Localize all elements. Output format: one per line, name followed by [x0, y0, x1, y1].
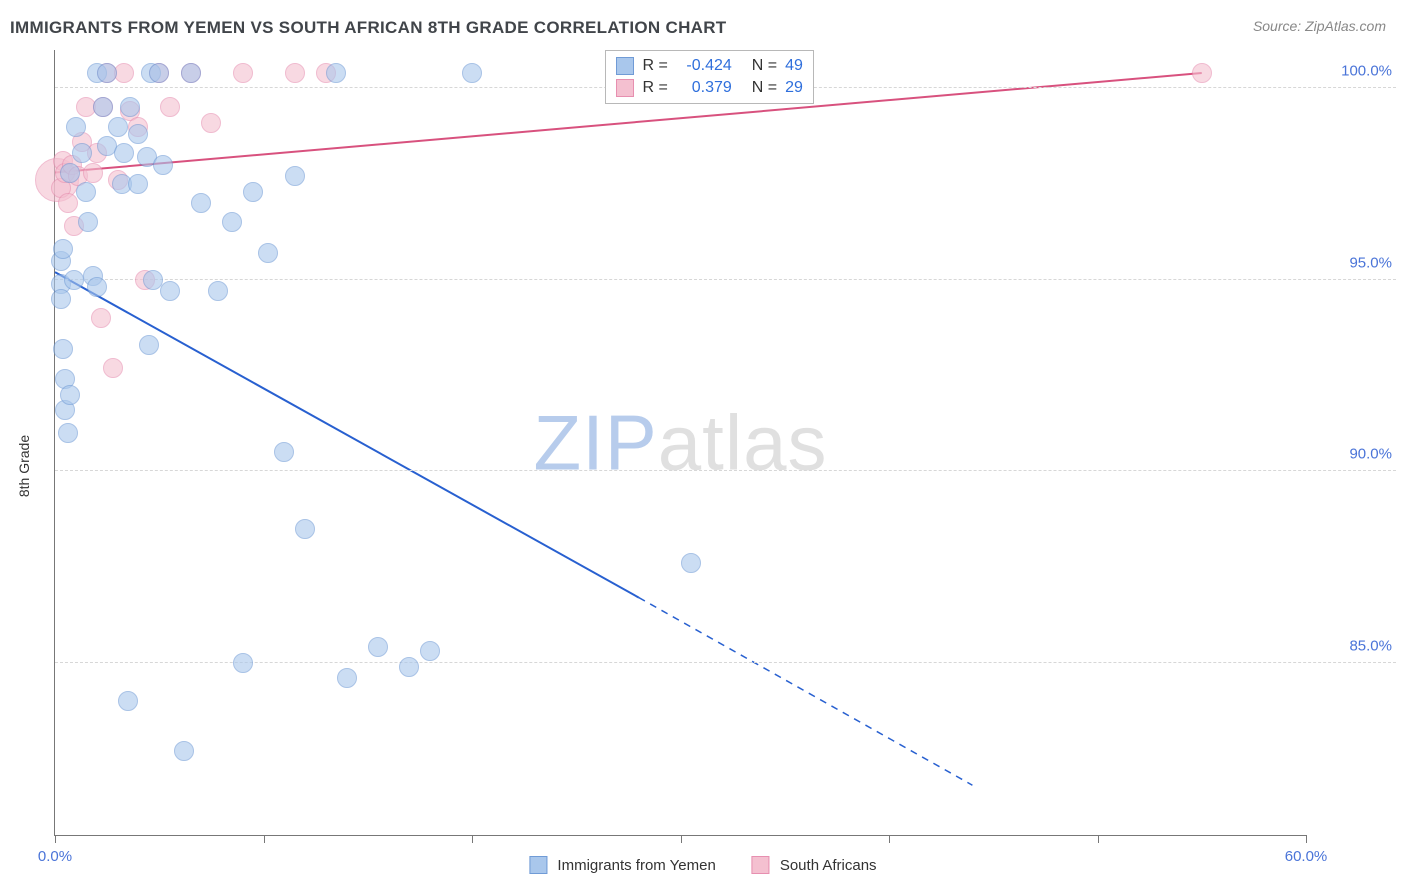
legend-swatch	[529, 856, 547, 874]
data-point	[208, 281, 228, 301]
data-point	[201, 113, 221, 133]
data-point	[91, 308, 111, 328]
chart-title: IMMIGRANTS FROM YEMEN VS SOUTH AFRICAN 8…	[10, 18, 726, 38]
n-label: N =	[752, 57, 777, 75]
y-tick-label: 85.0%	[1349, 637, 1392, 654]
data-point	[222, 212, 242, 232]
data-point	[149, 63, 169, 83]
data-point	[258, 243, 278, 263]
x-tick	[889, 835, 890, 843]
data-point	[66, 117, 86, 137]
data-point	[97, 63, 117, 83]
legend-label: Immigrants from Yemen	[557, 857, 715, 874]
data-point	[1192, 63, 1212, 83]
y-tick-label: 95.0%	[1349, 254, 1392, 271]
data-point	[53, 239, 73, 259]
chart-source: Source: ZipAtlas.com	[1253, 18, 1386, 34]
data-point	[76, 182, 96, 202]
x-tick	[55, 835, 56, 843]
r-label: R =	[642, 57, 667, 75]
y-axis-label: 8th Grade	[16, 435, 32, 497]
data-point	[233, 63, 253, 83]
data-point	[368, 637, 388, 657]
data-point	[285, 63, 305, 83]
x-tick	[472, 835, 473, 843]
data-point	[233, 653, 253, 673]
legend-swatch	[616, 79, 634, 97]
data-point	[108, 117, 128, 137]
data-point	[114, 143, 134, 163]
data-point	[160, 281, 180, 301]
data-point	[93, 97, 113, 117]
data-point	[181, 63, 201, 83]
trend-lines	[55, 50, 1306, 835]
data-point	[83, 163, 103, 183]
n-value: 49	[785, 57, 803, 75]
gridline	[55, 470, 1396, 471]
data-point	[58, 423, 78, 443]
data-point	[285, 166, 305, 186]
data-point	[51, 289, 71, 309]
data-point	[60, 163, 80, 183]
data-point	[139, 335, 159, 355]
chart-area: 8th Grade ZIPatlas 85.0%90.0%95.0%100.0%…	[10, 50, 1396, 882]
x-tick	[1098, 835, 1099, 843]
legend-swatch	[616, 57, 634, 75]
y-tick-label: 100.0%	[1341, 63, 1392, 80]
x-tick	[1306, 835, 1307, 843]
data-point	[118, 691, 138, 711]
data-point	[120, 97, 140, 117]
data-point	[103, 358, 123, 378]
y-tick-label: 90.0%	[1349, 446, 1392, 463]
x-tick	[681, 835, 682, 843]
n-label: N =	[752, 79, 777, 97]
data-point	[160, 97, 180, 117]
data-point	[295, 519, 315, 539]
bottom-legend: Immigrants from Yemen South Africans	[529, 856, 876, 874]
data-point	[420, 641, 440, 661]
legend-label: South Africans	[780, 857, 877, 874]
data-point	[53, 339, 73, 359]
data-point	[681, 553, 701, 573]
gridline	[55, 279, 1396, 280]
n-value: 29	[785, 79, 803, 97]
data-point	[191, 193, 211, 213]
data-point	[153, 155, 173, 175]
data-point	[72, 143, 92, 163]
r-value: -0.424	[676, 57, 732, 75]
x-tick-label: 0.0%	[38, 848, 72, 865]
data-point	[128, 174, 148, 194]
data-point	[58, 193, 78, 213]
legend-item: South Africans	[752, 856, 877, 874]
data-point	[128, 124, 148, 144]
data-point	[399, 657, 419, 677]
x-tick-label: 60.0%	[1285, 848, 1328, 865]
data-point	[60, 385, 80, 405]
legend-item: Immigrants from Yemen	[529, 856, 715, 874]
data-point	[326, 63, 346, 83]
x-tick	[264, 835, 265, 843]
data-point	[174, 741, 194, 761]
data-point	[64, 270, 84, 290]
plot-region: ZIPatlas 85.0%90.0%95.0%100.0%0.0%60.0%R…	[54, 50, 1306, 836]
r-value: 0.379	[676, 79, 732, 97]
r-label: R =	[642, 79, 667, 97]
data-point	[462, 63, 482, 83]
data-point	[78, 212, 98, 232]
data-point	[87, 277, 107, 297]
data-point	[243, 182, 263, 202]
data-point	[274, 442, 294, 462]
stats-legend: R = -0.424 N = 49 R = 0.379 N = 29	[605, 50, 813, 104]
data-point	[337, 668, 357, 688]
gridline	[55, 662, 1396, 663]
legend-swatch	[752, 856, 770, 874]
